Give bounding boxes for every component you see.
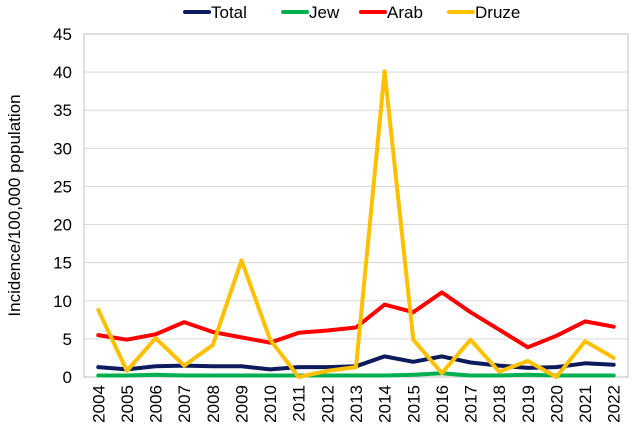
x-tick-label: 2020 — [547, 385, 566, 423]
x-tick-label: 2005 — [118, 385, 137, 423]
series-line-jew — [96, 371, 616, 378]
x-tick-label: 2017 — [462, 385, 481, 423]
x-tick-label: 2004 — [89, 385, 108, 423]
x-tick-label: 2011 — [290, 385, 309, 422]
legend-label-arab: Arab — [387, 3, 423, 22]
x-tick-label: 2010 — [261, 385, 280, 423]
legend-label-druze: Druze — [475, 3, 520, 22]
y-tick-label: 20 — [53, 216, 72, 235]
legend-label-total: Total — [211, 3, 247, 22]
y-axis-title: Incidence/100,000 population — [5, 94, 24, 316]
x-tick-label: 2009 — [232, 385, 251, 423]
y-tick-label: 15 — [53, 254, 72, 273]
x-tick-label: 2008 — [204, 385, 223, 423]
series-lines — [96, 69, 616, 379]
x-tick-label: 2006 — [147, 385, 166, 423]
x-tick-label: 2021 — [576, 385, 595, 423]
y-tick-label: 10 — [53, 292, 72, 311]
x-tick-label: 2022 — [605, 385, 624, 423]
legend-label-jew: Jew — [309, 3, 340, 22]
y-tick-label: 25 — [53, 177, 72, 196]
x-tick-label: 2012 — [318, 385, 337, 423]
y-tick-label: 0 — [63, 368, 72, 387]
x-tick-label: 2016 — [433, 385, 452, 423]
y-tick-label: 40 — [53, 63, 72, 82]
x-tick-label: 2014 — [376, 385, 395, 423]
x-tick-label: 2015 — [404, 385, 423, 423]
x-tick-label: 2013 — [347, 385, 366, 423]
legend: Total Jew Arab Druze — [183, 3, 520, 22]
y-tick-label: 30 — [53, 139, 72, 158]
y-tick-label: 35 — [53, 101, 72, 120]
series-line-druze — [96, 69, 616, 379]
y-tick-label: 5 — [63, 330, 72, 349]
y-axis-ticks: 0 5 10 15 20 25 30 35 40 45 — [53, 25, 72, 387]
y-tick-label: 45 — [53, 25, 72, 44]
x-axis-ticks: 2004 2005 2006 2007 2008 2009 2010 2011 2012 2013… — [89, 385, 623, 423]
x-tick-label: 2019 — [519, 385, 538, 423]
series-line-arab — [96, 290, 616, 350]
x-tick-label: 2018 — [490, 385, 509, 423]
x-tick-label: 2007 — [175, 385, 194, 423]
